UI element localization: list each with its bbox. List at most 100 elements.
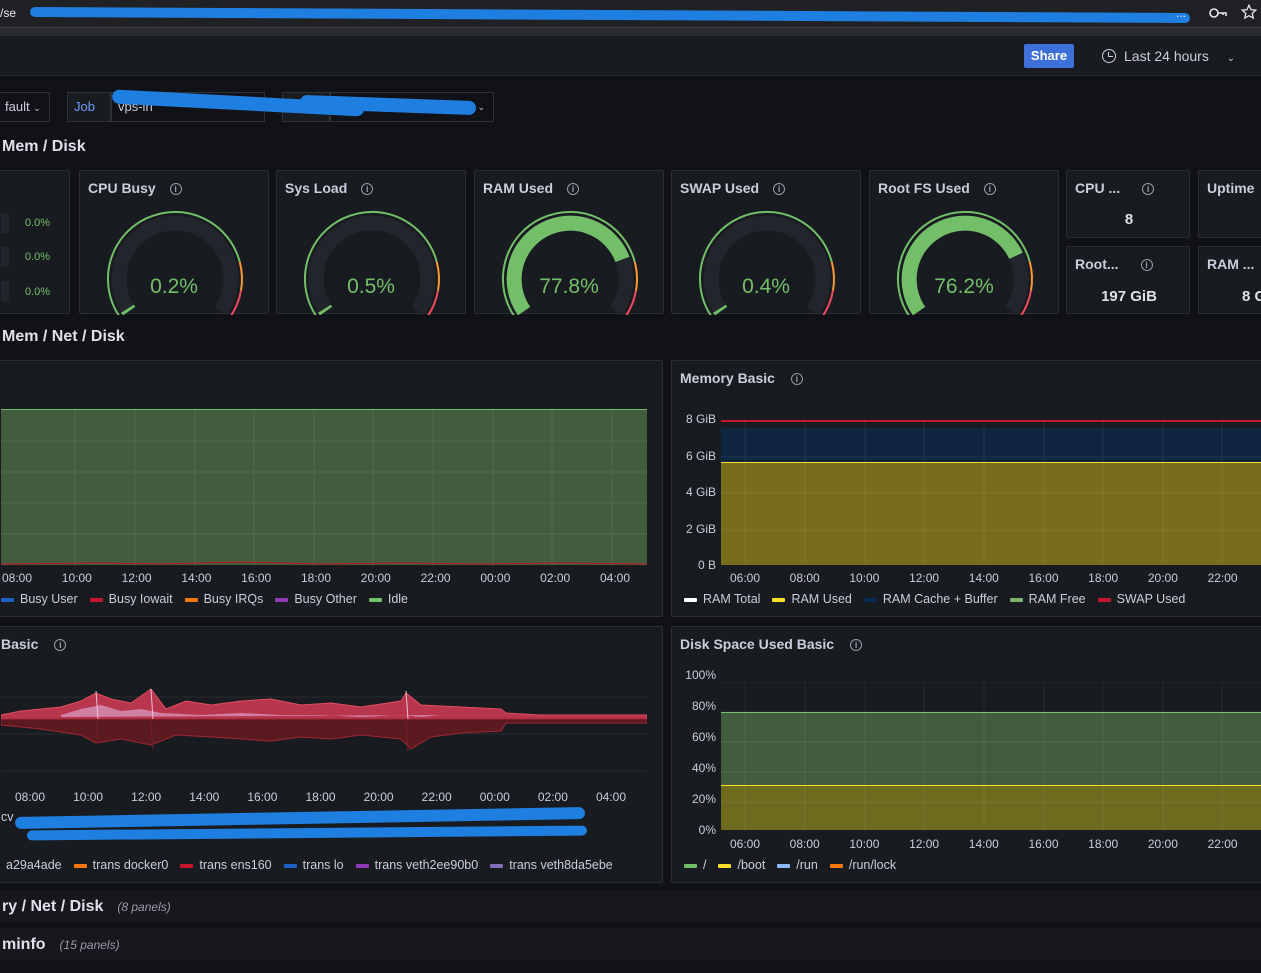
pressure-panel-partial: 0.0% 0.0% 0.0% (0, 170, 70, 314)
job-variable-label: Job (67, 92, 111, 122)
gauge-panel-swap-used: SWAP Used i 0.4% (671, 170, 861, 315)
ram-cache-area (721, 428, 1261, 464)
x-axis-tick: 20:00 (363, 790, 394, 804)
panel-title: Disk Space Used Basic (680, 636, 835, 652)
x-axis-tick: 18:00 (1088, 571, 1119, 585)
datasource-select[interactable]: fault ⌄ (0, 92, 50, 122)
x-axis-tick: 14:00 (968, 837, 999, 851)
stat-panel-cpu-cores: CPU ... i 8 (1066, 170, 1190, 238)
x-axis-tick: 16:00 (1028, 837, 1059, 851)
info-icon[interactable]: i (567, 183, 580, 195)
legend-item[interactable]: Busy IRQs (184, 592, 263, 606)
x-axis-tick: 12:00 (121, 571, 152, 585)
info-icon[interactable]: i (1142, 183, 1155, 195)
disk-legend: / /boot/run/run/lock (684, 858, 908, 872)
legend-item[interactable]: Busy Other (275, 592, 357, 606)
x-axis-tick: 08:00 (789, 837, 820, 851)
share-button[interactable]: Share (1024, 44, 1074, 68)
legend-item[interactable]: trans veth2ee90b0 (355, 858, 478, 872)
info-icon[interactable]: i (790, 373, 803, 385)
gauge-value: 0.4% (742, 275, 790, 298)
info-icon[interactable]: i (54, 639, 67, 651)
legend-item[interactable]: Idle (368, 592, 408, 606)
legend-label: trans lo (302, 858, 344, 872)
chevron-down-icon: ⌄ (477, 102, 485, 112)
url-text[interactable]: /se (0, 6, 17, 20)
legend-item[interactable]: RAM Free (1009, 592, 1086, 606)
x-axis-tick: 02:00 (540, 571, 571, 585)
legend-item[interactable]: Busy Iowait (89, 592, 173, 606)
x-axis-tick: 10:00 (73, 790, 104, 804)
legend-swatch (684, 863, 697, 868)
info-icon[interactable]: i (983, 183, 996, 195)
legend-partial: cv (1, 810, 14, 824)
legend-item[interactable]: trans docker0 (73, 858, 168, 872)
legend-item[interactable]: /boot (718, 858, 765, 872)
gauge-panel-sys-load: Sys Load i 0.5% (276, 170, 466, 315)
y-axis-tick: 100% (685, 668, 716, 682)
disk-space-used-panel: Disk Space Used Basic i / /boot/run/run/lo… (671, 626, 1261, 883)
x-axis-tick: 06:00 (729, 837, 761, 851)
row-title-quick[interactable]: Mem / Disk (2, 138, 86, 155)
panel-title: Uptime (1207, 180, 1255, 196)
legend-item[interactable]: a29a4ade (0, 858, 62, 872)
x-axis-tick: 12:00 (909, 571, 940, 585)
y-axis-tick: 40% (691, 761, 716, 775)
legend-label: RAM Free (1028, 592, 1086, 606)
info-icon[interactable]: i (1140, 259, 1153, 271)
legend-item[interactable]: /run/lock (829, 858, 897, 872)
collapsed-row-meminfo[interactable]: minfo (15 panels) (0, 928, 1261, 960)
stat-panel-uptime: Uptime (1198, 170, 1261, 238)
stat-panel-rootfs-total: Root... i 197 GiB (1066, 246, 1190, 314)
key-icon[interactable] (1208, 4, 1228, 26)
legend-item[interactable]: RAM Used (772, 592, 852, 606)
legend-label: /run/lock (848, 858, 897, 872)
panel-title: Root... (1075, 256, 1119, 272)
legend-item[interactable]: Busy User (1, 592, 78, 606)
y-axis-tick: 8 GiB (685, 412, 716, 426)
legend-item[interactable]: RAM Cache + Buffer (863, 592, 998, 606)
browser-url-bar[interactable]: /se ... (0, 0, 1261, 28)
legend-swatch (490, 863, 504, 868)
legend-item[interactable]: / (684, 858, 706, 872)
info-icon[interactable]: i (773, 183, 786, 195)
star-icon[interactable] (1240, 3, 1258, 25)
x-axis-tick: 16:00 (1028, 571, 1059, 585)
legend-label: Busy Iowait (108, 592, 173, 606)
x-axis-tick: 14:00 (968, 571, 999, 585)
x-axis-tick: 08:00 (789, 571, 820, 585)
legend-item[interactable]: SWAP Used (1097, 592, 1185, 606)
info-icon[interactable]: i (361, 183, 374, 195)
grid-lines (721, 420, 1261, 565)
legend-swatch (772, 597, 786, 602)
legend-item[interactable]: /run (777, 858, 818, 872)
disk-chart (721, 682, 1261, 830)
gauge-arc (698, 210, 835, 315)
legend-swatch (863, 597, 877, 602)
url-ellipsis: ... (1176, 6, 1187, 20)
legend-swatch (1097, 597, 1111, 602)
row-title-basic[interactable]: Mem / Net / Disk (2, 328, 125, 345)
legend-item[interactable]: trans lo (283, 858, 344, 872)
redaction-scribble (26, 825, 588, 841)
info-icon[interactable]: i (850, 639, 863, 651)
legend-item[interactable]: trans veth8da5ebe (490, 858, 613, 872)
panel-title: Basic (1, 636, 39, 652)
network-basic-panel: Basic i cv a29a4ade trans docker0 trans ens… (0, 626, 663, 883)
bar-track (1, 281, 9, 301)
row-title: ry / Net / Disk (2, 898, 104, 915)
x-axis-tick: 20:00 (1147, 837, 1178, 851)
legend-swatch (180, 863, 194, 868)
collapsed-row-detail[interactable]: ry / Net / Disk (8 panels) (0, 890, 1261, 922)
row-title: minfo (2, 936, 46, 953)
info-icon[interactable]: i (169, 183, 182, 195)
time-range-picker[interactable]: Last 24 hours ⌄ (1092, 40, 1252, 72)
x-axis-tick: 16:00 (247, 790, 278, 804)
y-axis-tick: 4 GiB (685, 485, 716, 499)
legend-item[interactable]: RAM Total (684, 592, 760, 606)
chevron-down-icon: ⌄ (33, 103, 41, 113)
x-axis-tick: 18:00 (305, 790, 336, 804)
x-axis-tick: 08:00 (14, 790, 46, 804)
gauge-arc (106, 210, 243, 315)
legend-item[interactable]: trans ens160 (180, 858, 272, 872)
